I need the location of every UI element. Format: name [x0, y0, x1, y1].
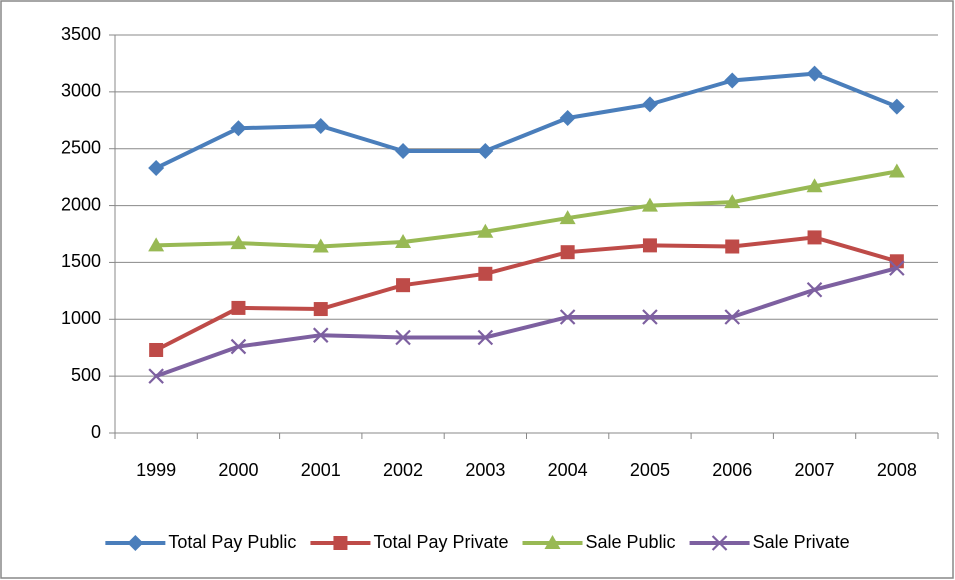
marker	[148, 160, 165, 177]
marker	[807, 230, 822, 245]
y-tick-label: 2000	[61, 194, 101, 214]
legend: Total Pay Public Total Pay Private Sale Pu…	[105, 532, 850, 552]
y-tick-label: 3000	[61, 81, 101, 101]
marker	[395, 233, 412, 248]
marker	[312, 238, 329, 253]
series	[149, 230, 904, 357]
marker	[724, 72, 741, 89]
marker	[888, 163, 905, 178]
x-tick-label: 2002	[383, 460, 423, 480]
marker	[477, 329, 494, 346]
y-tick-label: 0	[91, 422, 101, 442]
y-tick-label: 2500	[61, 137, 101, 157]
legend-label: Sale Private	[753, 532, 850, 552]
series-line	[155, 266, 898, 379]
marker	[230, 338, 247, 355]
y-tick-label: 500	[71, 365, 101, 385]
marker	[231, 300, 246, 315]
series-line	[155, 71, 898, 170]
series	[148, 260, 905, 384]
marker	[641, 96, 658, 113]
marker	[230, 235, 247, 250]
y-tick-label: 1000	[61, 308, 101, 328]
marker	[477, 223, 494, 238]
marker	[312, 117, 329, 134]
marker	[395, 142, 412, 159]
marker	[724, 194, 741, 209]
marker	[395, 329, 411, 346]
marker	[889, 254, 904, 269]
x-tick-label: 2004	[548, 460, 588, 480]
y-tick-label: 3500	[61, 24, 101, 44]
legend-label: Sale Public	[586, 532, 676, 552]
marker	[148, 237, 165, 252]
marker	[889, 260, 905, 276]
x-tick-label: 2005	[630, 460, 670, 480]
marker	[560, 245, 575, 260]
marker	[806, 65, 823, 82]
marker	[642, 309, 658, 325]
x-tick-label: 2008	[877, 460, 917, 480]
marker	[642, 238, 657, 253]
marker	[559, 110, 576, 127]
marker	[724, 309, 741, 325]
marker	[148, 368, 164, 384]
marker	[711, 535, 728, 551]
marker	[559, 309, 576, 325]
marker	[559, 210, 576, 225]
series-line	[156, 169, 898, 249]
x-tick-label: 2006	[712, 460, 752, 480]
marker	[313, 302, 328, 317]
series	[148, 163, 905, 253]
marker	[127, 535, 144, 551]
marker	[888, 98, 905, 115]
marker	[149, 342, 164, 357]
x-tick-label: 2001	[301, 460, 341, 480]
marker	[478, 266, 493, 281]
marker	[641, 197, 658, 212]
x-tick-label: 2003	[465, 460, 505, 480]
y-tick-label: 1500	[61, 251, 101, 271]
marker	[725, 239, 740, 254]
marker	[312, 327, 329, 343]
x-tick-label: 1999	[136, 460, 176, 480]
marker	[806, 178, 823, 193]
marker	[806, 281, 823, 298]
series-line	[155, 235, 898, 352]
legend-label: Total Pay Private	[373, 532, 508, 552]
marker	[477, 142, 494, 159]
x-tick-label: 2007	[795, 460, 835, 480]
x-tick-label: 2000	[218, 460, 258, 480]
legend-label: Total Pay Public	[168, 532, 296, 552]
marker	[230, 120, 247, 137]
marker	[544, 535, 561, 549]
series	[148, 65, 905, 177]
marker	[396, 278, 411, 293]
marker	[333, 536, 348, 550]
